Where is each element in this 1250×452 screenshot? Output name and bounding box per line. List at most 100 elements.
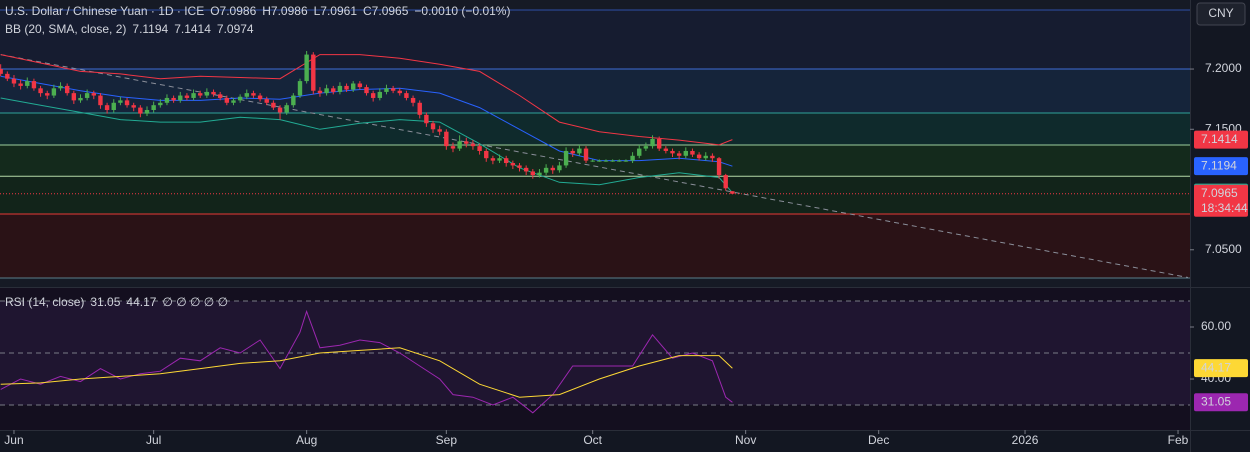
candle-body: [244, 93, 249, 97]
candle-body: [324, 88, 329, 94]
candle-body: [144, 110, 150, 114]
candle-body: [51, 88, 57, 96]
candle-body: [138, 107, 143, 114]
change: −0.0010 (−0.01%): [414, 4, 510, 18]
candle-body: [91, 93, 96, 96]
candle-body: [610, 160, 615, 162]
rsi-tick-label: 60.00: [1201, 319, 1231, 333]
price-badge-label: 31.05: [1201, 394, 1231, 408]
y-tick-label: 7.2000: [1205, 61, 1242, 75]
candle-body: [457, 141, 462, 149]
candle-body: [237, 96, 243, 101]
candle-body: [523, 167, 529, 172]
candle-body: [490, 158, 496, 161]
candle-body: [497, 158, 502, 161]
trendline: [0, 54, 1189, 278]
candle-body: [78, 97, 83, 101]
candle-body: [410, 97, 416, 103]
candle-body: [344, 85, 349, 90]
candle-body: [470, 143, 476, 147]
zone: [0, 144, 1190, 177]
candle-body: [71, 93, 77, 101]
rsi: [0, 300, 1190, 414]
indicator-value: 31.05: [90, 295, 120, 309]
candle-body: [184, 95, 190, 98]
x-tick-label: Jul: [146, 433, 161, 447]
candle-body: [211, 91, 216, 95]
candle-body: [577, 148, 582, 154]
candle-body: [337, 85, 343, 92]
candle-body: [264, 99, 269, 103]
currency-button[interactable]: [1196, 2, 1246, 26]
candle-body: [630, 155, 635, 161]
candle-body: [297, 81, 303, 96]
candle-body: [151, 105, 156, 111]
candle-body: [98, 95, 103, 106]
candle-body: [390, 88, 396, 91]
candle-body: [424, 114, 429, 124]
candle-body: [510, 163, 516, 166]
indicator-value: 44.17: [126, 295, 156, 309]
candle-body: [317, 90, 323, 94]
x-tick-label: Oct: [583, 433, 602, 447]
candle-body: [723, 175, 728, 189]
candle-body: [231, 100, 236, 103]
candle-body: [543, 167, 549, 173]
candle-body: [404, 93, 409, 98]
price-badge: [1194, 130, 1248, 149]
candle-body: [530, 171, 536, 176]
zone: [0, 113, 1190, 145]
x-tick-label: Dec: [868, 433, 889, 447]
candle-body: [484, 150, 489, 159]
candle-body: [304, 54, 309, 82]
candle-body: [58, 85, 63, 89]
x-tick-label: Nov: [735, 433, 756, 447]
candle-body: [370, 93, 376, 98]
x-tick-label: Aug: [296, 433, 317, 447]
candle-body: [397, 90, 402, 94]
candle-body: [670, 150, 675, 154]
candle-body: [124, 100, 130, 106]
candle-body: [444, 131, 449, 147]
price-badge-label: 44.17: [1201, 360, 1231, 374]
candle-body: [164, 97, 170, 103]
candle-body: [131, 105, 136, 108]
candle-body: [11, 78, 17, 84]
ohlc-value: H7.0986: [262, 4, 308, 18]
candle-body: [5, 73, 10, 79]
candle-body: [178, 95, 183, 101]
candle-body: [703, 155, 708, 159]
candle-body: [557, 165, 562, 171]
candle-body: [0, 69, 3, 74]
candle-body: [623, 160, 629, 162]
candle-body: [603, 160, 609, 162]
candle-body: [643, 146, 649, 149]
candle-body: [118, 100, 123, 103]
y-tick-label: 7.0500: [1205, 242, 1242, 256]
bollinger-band: [0, 97, 733, 194]
candle-body: [217, 94, 223, 98]
candle-body: [637, 148, 642, 156]
indicator-value: 7.1414: [174, 22, 211, 36]
candle-body: [158, 102, 163, 106]
bollinger-band: [0, 54, 733, 146]
x-tick-label: Sep: [436, 433, 458, 447]
candle-body: [251, 93, 256, 96]
price-badge: [1194, 157, 1248, 176]
candle-body: [676, 153, 682, 156]
candle-body: [311, 54, 316, 91]
candle-body: [517, 165, 522, 168]
candle-body: [111, 102, 116, 111]
candle-body: [656, 138, 662, 149]
indicator-label: RSI (14, close): [5, 295, 84, 309]
candle-body: [417, 102, 422, 115]
candle-body: [597, 160, 602, 162]
candle-body: [364, 87, 369, 94]
currency[interactable]: CNY: [1208, 6, 1233, 20]
price-badge-label: 7.1194: [1201, 158, 1237, 172]
candle-body: [503, 158, 509, 164]
zone: [0, 69, 1190, 114]
indicator-value: 7.0974: [217, 22, 254, 36]
candles: [0, 50, 735, 195]
candle-body: [351, 83, 356, 90]
